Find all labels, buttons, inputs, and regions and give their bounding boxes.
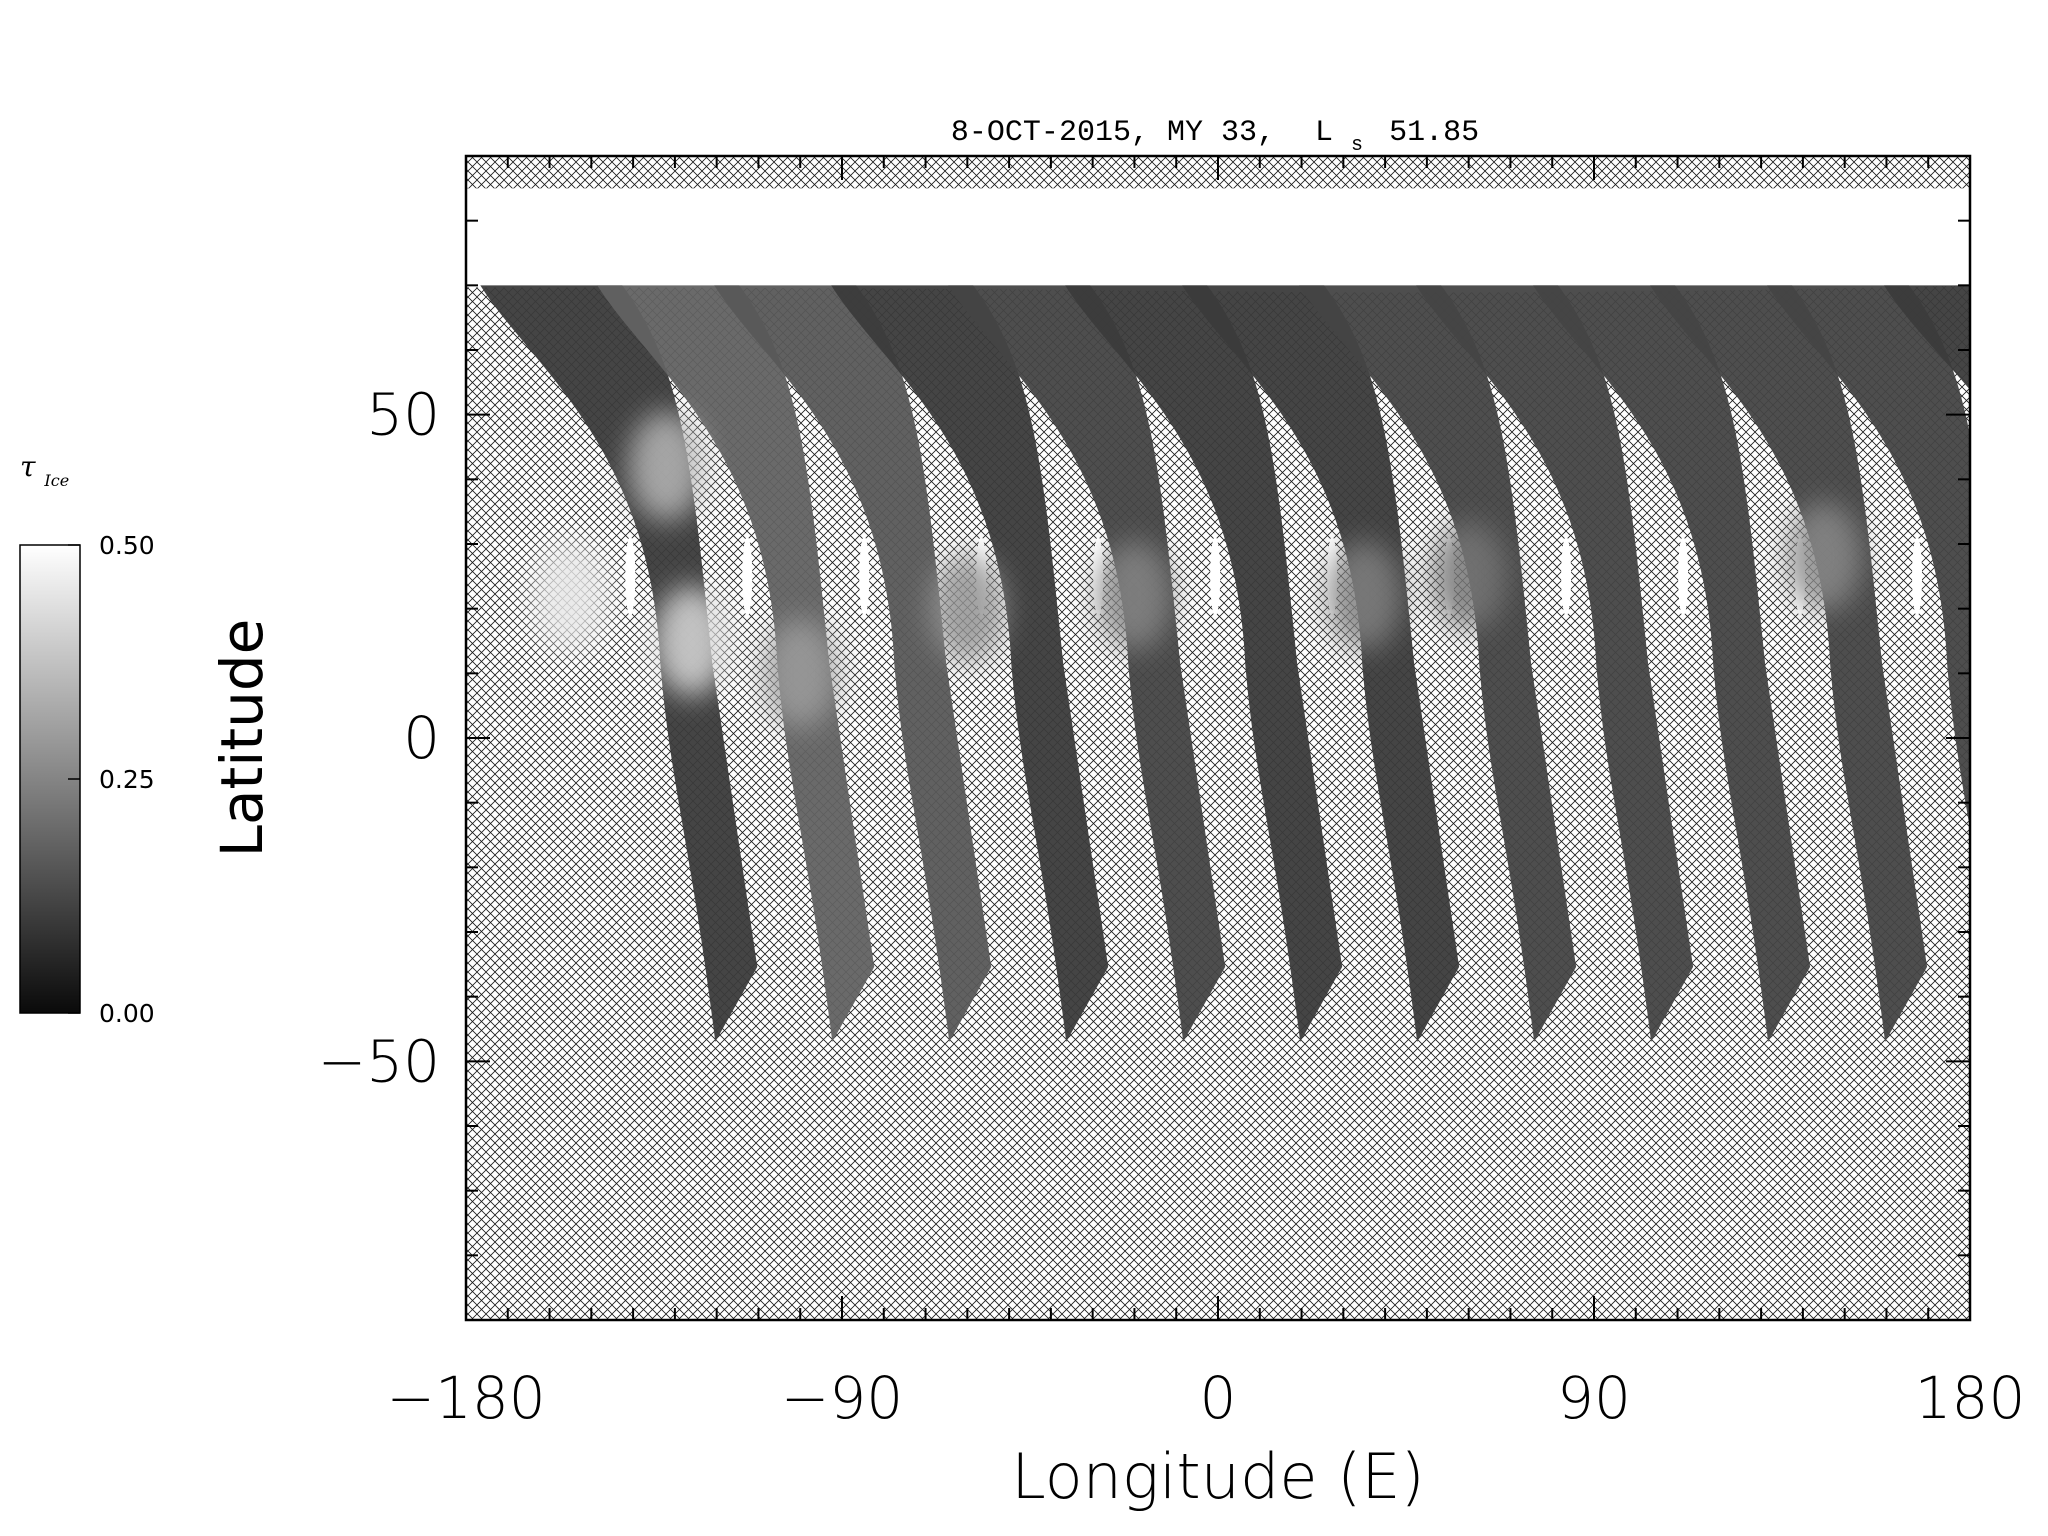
- swath-gap: [742, 536, 753, 617]
- swath-gap: [859, 536, 870, 617]
- y-tick-label: 0: [403, 704, 440, 772]
- map-data-layer: [466, 188, 2039, 1042]
- ice-cloud: [762, 618, 839, 729]
- orbit-swath: [1416, 285, 1694, 1042]
- y-axis-label: Latitude: [208, 619, 276, 858]
- swath-gap: [1678, 536, 1689, 617]
- orbit-swath: [1650, 285, 1928, 1042]
- orbit-swath: [714, 285, 992, 1042]
- colorbar-tick-label: 0.25: [99, 765, 155, 794]
- ice-cloud: [1096, 540, 1173, 651]
- swath-gap: [625, 536, 636, 617]
- orbit-swath: [1065, 285, 1343, 1042]
- swath-gap: [1210, 536, 1221, 617]
- colorbar-label-sub: Ice: [43, 471, 69, 490]
- orbit-swath: [1299, 285, 1577, 1042]
- ice-cloud: [929, 553, 1006, 664]
- chart-title: 8-OCT-2015, MY 33, L s 51.85: [951, 116, 1479, 160]
- orbit-swath: [597, 285, 875, 1042]
- chart-title-ls-sub: s: [1351, 134, 1363, 157]
- axis-ticks: −180 −90 0 90 180 50 0 −50: [318, 155, 2026, 1432]
- chart-title-ls-value: 51.85: [1389, 116, 1479, 150]
- orbit-swath: [948, 285, 1226, 1042]
- y-tick-label: −50: [318, 1027, 440, 1095]
- chart-title-ls: L: [1315, 116, 1333, 150]
- ice-cloud: [628, 411, 705, 522]
- colorbar: τ Ice 0.50 0.25 0.00: [19, 450, 155, 1028]
- orbit-swath: [1182, 285, 1460, 1042]
- colorbar-label-tau: τ: [20, 450, 36, 483]
- polar-cap-band: [466, 188, 1970, 293]
- orbit-swath: [1884, 285, 1970, 390]
- ice-cloud: [1326, 540, 1403, 651]
- x-tick-label: 0: [1200, 1364, 1237, 1432]
- ice-cloud: [1430, 521, 1507, 632]
- x-tick-label: −90: [781, 1364, 903, 1432]
- swath-gap: [1561, 536, 1572, 617]
- swath-gap: [1912, 536, 1923, 617]
- swath-gap: [2029, 536, 2039, 616]
- orbit-swath: [831, 285, 1109, 1042]
- colorbar-tick-label: 0.50: [99, 531, 155, 560]
- chart-title-main: 8-OCT-2015, MY 33,: [951, 116, 1275, 150]
- ice-cloud: [532, 540, 609, 651]
- y-tick-label: 50: [366, 381, 440, 449]
- ice-cloud: [653, 586, 730, 696]
- x-tick-label: 90: [1557, 1364, 1631, 1432]
- x-axis-label: Longitude (E): [1011, 1440, 1424, 1513]
- x-tick-label: 180: [1915, 1364, 2026, 1432]
- colorbar-tick-label: 0.00: [99, 999, 155, 1028]
- x-tick-label: −180: [386, 1364, 545, 1432]
- colorbar-label: τ Ice: [20, 450, 69, 490]
- orbit-swath: [1533, 285, 1811, 1042]
- ice-cloud: [1785, 501, 1862, 612]
- orbit-swath: [1767, 285, 1970, 829]
